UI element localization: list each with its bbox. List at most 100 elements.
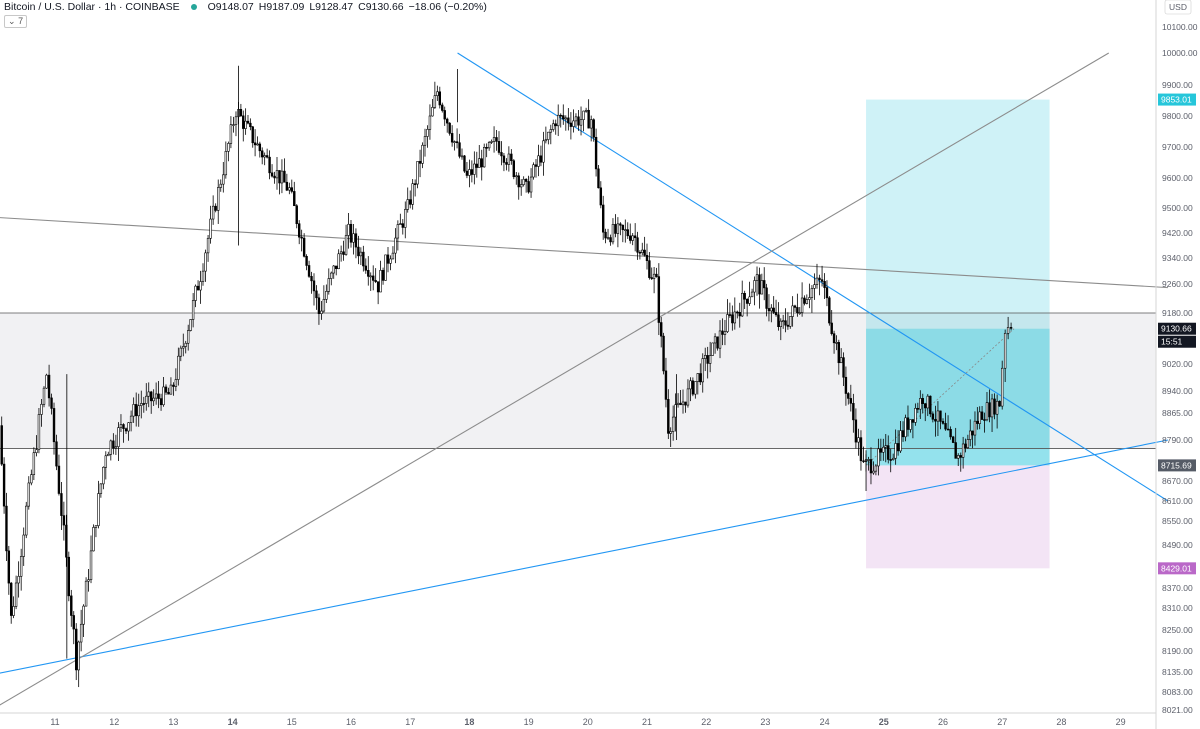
candle-body — [92, 527, 95, 552]
candle-body — [50, 397, 53, 409]
candle-body — [777, 314, 780, 328]
currency-badge[interactable] — [1164, 0, 1192, 15]
y-tick-label: 9340.00 — [1162, 253, 1193, 263]
candle-body — [753, 280, 756, 293]
trendline-gray[interactable] — [0, 52, 1110, 707]
candle-body — [482, 147, 486, 168]
candle-body — [470, 169, 474, 175]
price-label-countdown — [1158, 335, 1196, 348]
candle-body — [75, 628, 78, 671]
candle-body — [684, 401, 687, 406]
candle-body — [701, 358, 704, 383]
candle-body — [614, 224, 617, 234]
candle-body — [362, 251, 365, 267]
candle-body — [731, 314, 734, 324]
y-tick-label: 8370.00 — [1162, 583, 1193, 593]
candle-body — [689, 380, 692, 390]
candle-body — [696, 373, 700, 382]
candle-body — [823, 281, 826, 288]
candle-body — [312, 280, 316, 292]
candle-body — [147, 391, 150, 397]
candle-body — [539, 155, 543, 163]
candle-body — [196, 285, 200, 291]
candle-body — [159, 398, 163, 406]
y-tick-label: 8190.00 — [1162, 646, 1193, 656]
candle-body — [234, 116, 238, 125]
candle-body — [758, 274, 761, 295]
candle-body — [936, 410, 940, 422]
candle-body — [519, 184, 523, 188]
candle-body — [626, 229, 629, 237]
candle-body — [258, 143, 262, 152]
candle-body — [229, 124, 233, 144]
candle-body — [174, 379, 178, 387]
candle-body — [529, 176, 533, 193]
indicator-toggle[interactable]: ⌄ 7 — [4, 15, 28, 28]
candle-body — [1009, 327, 1013, 329]
candle-body — [522, 178, 525, 185]
candle-body — [914, 407, 917, 423]
candle-body — [307, 265, 311, 277]
candle-body — [70, 595, 73, 616]
candle-body — [60, 493, 63, 516]
candle-body — [315, 290, 318, 299]
candle-body — [25, 505, 28, 536]
y-tick-label: 9900.00 — [1162, 80, 1193, 90]
candle-body — [587, 109, 590, 129]
x-tick-label: 23 — [760, 717, 770, 727]
candle-body — [495, 137, 498, 142]
candle-body — [45, 374, 48, 389]
candle-body — [904, 417, 907, 438]
candle-body — [616, 223, 620, 234]
candle-body — [458, 142, 461, 157]
y-tick-label: 10100.00 — [1162, 22, 1198, 32]
candle-body — [9, 582, 13, 616]
symbol-title[interactable]: Bitcoin / U.S. Dollar · 1h · COINBASE — [4, 1, 180, 13]
candle-body — [77, 641, 80, 671]
trendline-gray[interactable] — [0, 217, 1168, 289]
candle-body — [359, 251, 363, 257]
candle-body — [621, 224, 625, 231]
loss-zone[interactable] — [866, 465, 1050, 569]
candle-body — [32, 452, 36, 475]
candle-body — [263, 155, 266, 158]
price-label-text: 15:51 — [1161, 337, 1183, 347]
candle-body — [726, 314, 729, 332]
trendline-blue[interactable] — [0, 439, 1169, 674]
x-tick-label: 29 — [1116, 717, 1126, 727]
candle-body — [667, 399, 670, 434]
x-tick-label: 18 — [464, 717, 474, 727]
x-tick-label: 20 — [583, 717, 593, 727]
candle-body — [606, 237, 610, 239]
price-label-target — [1158, 93, 1196, 106]
candle-body — [604, 231, 607, 239]
candle-body — [554, 123, 557, 127]
candle-body — [694, 381, 697, 395]
candle-body — [828, 297, 831, 324]
y-tick-label: 9700.00 — [1162, 142, 1193, 152]
candle-body — [169, 384, 173, 395]
candle-body — [805, 299, 809, 304]
x-tick-label: 17 — [405, 717, 415, 727]
candle-body — [534, 164, 538, 167]
candle-body — [172, 384, 175, 387]
trendline-blue[interactable] — [457, 52, 1169, 502]
candle-body — [5, 505, 8, 552]
profit-zone[interactable] — [866, 99, 1050, 466]
candle-body — [413, 183, 417, 185]
candle-body — [638, 251, 642, 254]
candle-body — [232, 124, 235, 126]
candle-body — [22, 534, 25, 557]
candle-body — [201, 270, 205, 282]
candle-body — [951, 436, 955, 443]
candle-body — [157, 393, 160, 399]
candle-body — [894, 443, 897, 459]
candle-body — [959, 455, 962, 458]
candle-body — [17, 575, 20, 584]
candle-body — [770, 307, 773, 312]
candle-body — [510, 153, 513, 161]
candle-body — [567, 117, 570, 124]
candle-body — [738, 312, 741, 317]
candle-body — [14, 582, 18, 607]
